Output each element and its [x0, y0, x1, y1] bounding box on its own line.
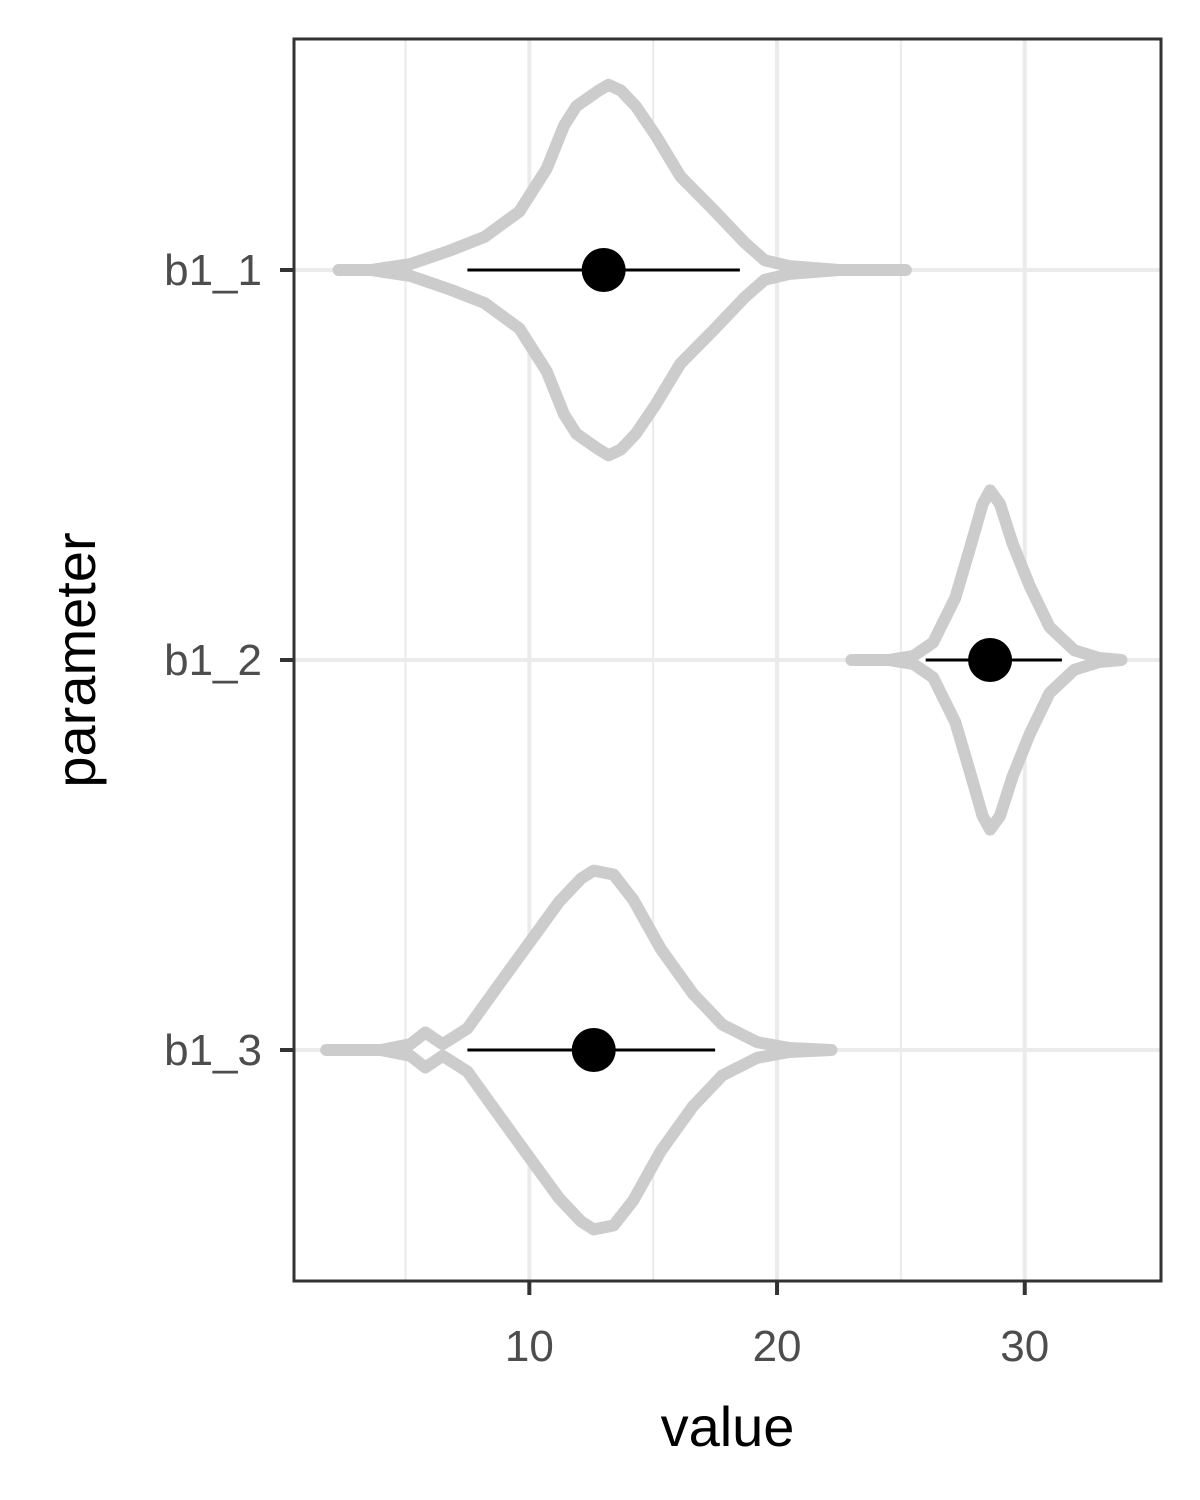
y-tick-label-b1_2: b1_2: [164, 636, 262, 685]
y-tick-label-b1_3: b1_3: [164, 1026, 262, 1075]
point-b1_2: [968, 638, 1013, 682]
x-axis-title: value: [661, 1395, 795, 1458]
interval-layer: [467, 248, 1062, 1072]
x-tick-label: 20: [753, 1322, 802, 1371]
y-axis-title: parameter: [44, 532, 107, 787]
point-b1_1: [581, 248, 626, 292]
y-tick-label-b1_1: b1_1: [164, 246, 262, 295]
x-tick-label: 10: [505, 1322, 554, 1371]
axis-layer: 10 20 30 b1_1 b1_2 b1_3: [164, 246, 1049, 1371]
x-tick-label: 30: [1000, 1322, 1049, 1371]
point-b1_3: [571, 1028, 616, 1072]
